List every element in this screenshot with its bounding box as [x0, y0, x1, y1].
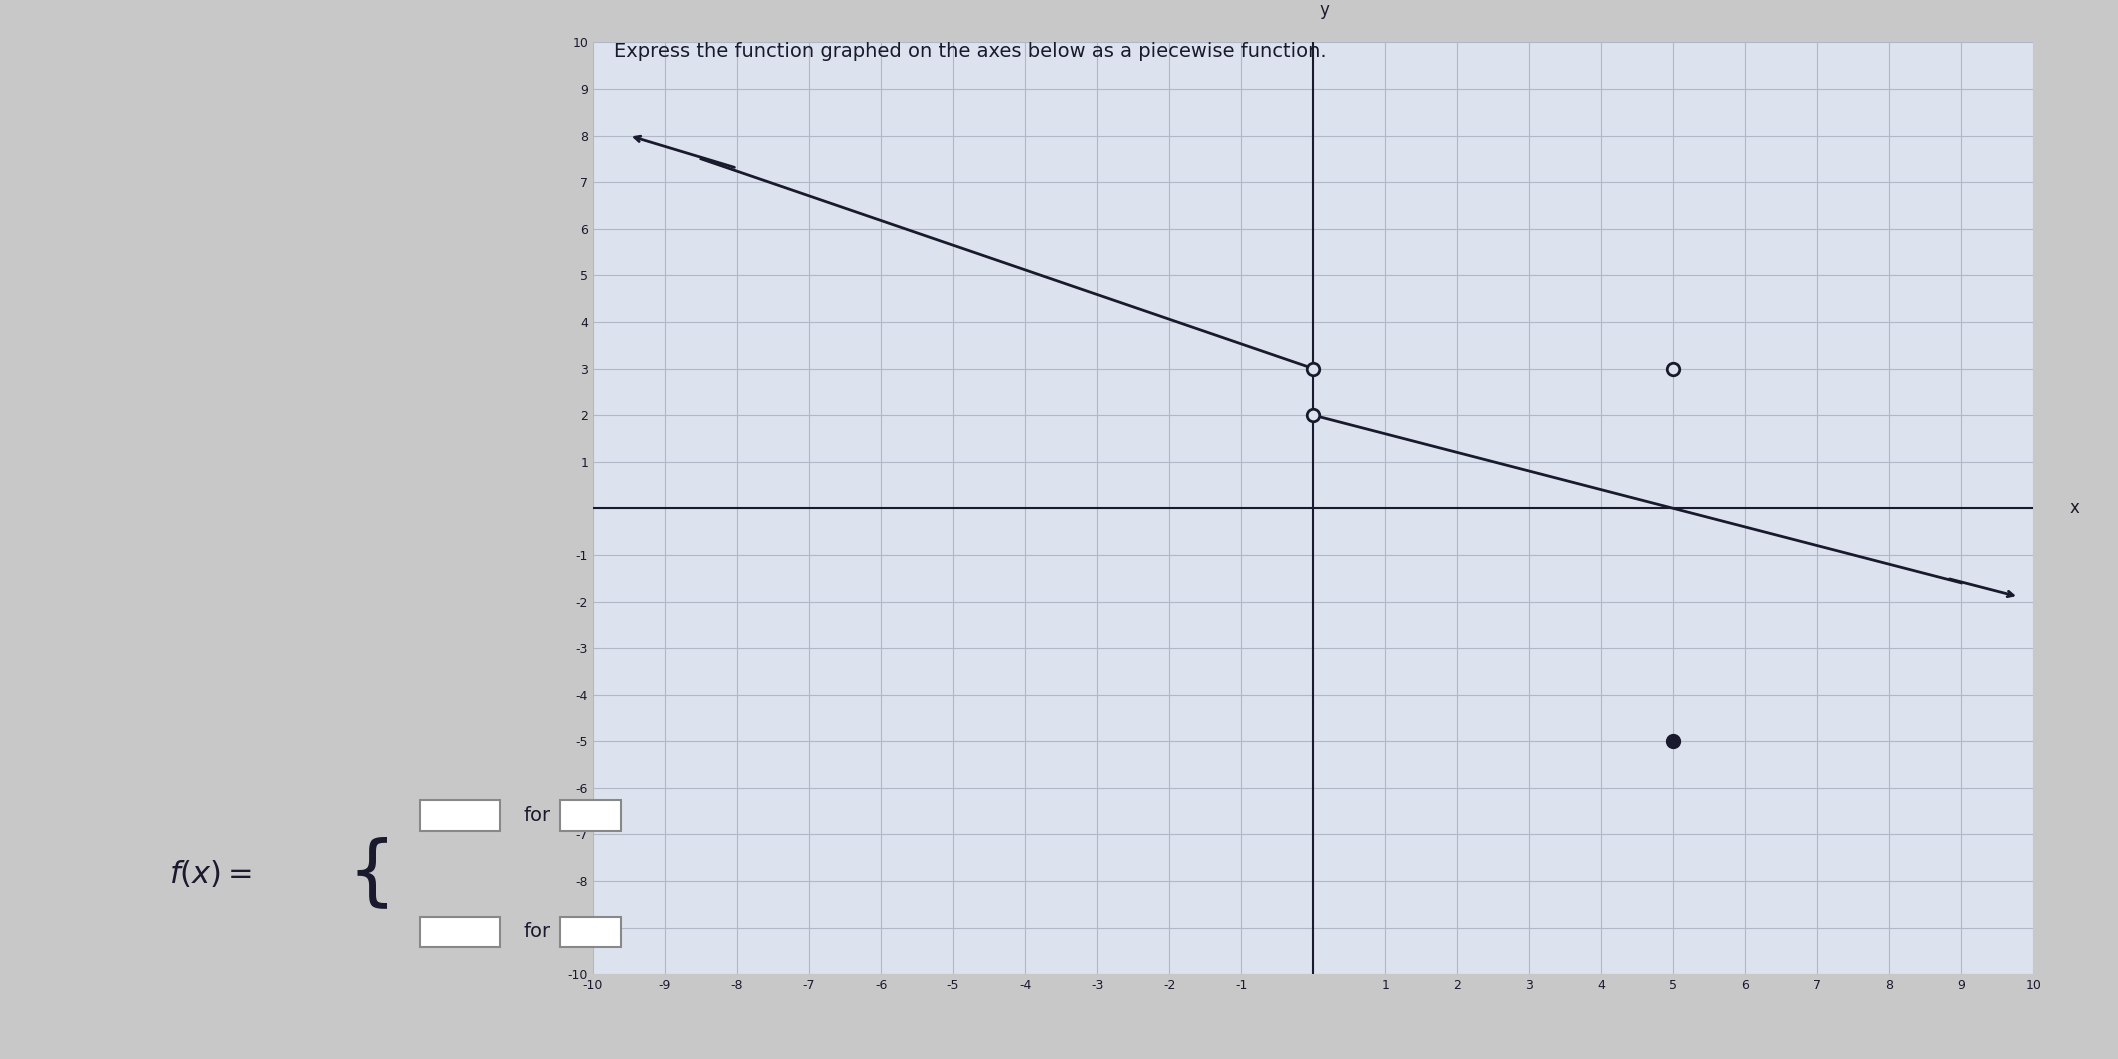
Text: Express the function graphed on the axes below as a piecewise function.: Express the function graphed on the axes… — [614, 42, 1326, 61]
Text: for: for — [523, 806, 551, 825]
Text: $f(x) =$: $f(x) =$ — [169, 858, 252, 890]
Text: $\{$: $\{$ — [347, 836, 388, 912]
Text: x: x — [2069, 500, 2080, 517]
Text: y: y — [1320, 1, 1328, 19]
Text: for: for — [523, 922, 551, 941]
